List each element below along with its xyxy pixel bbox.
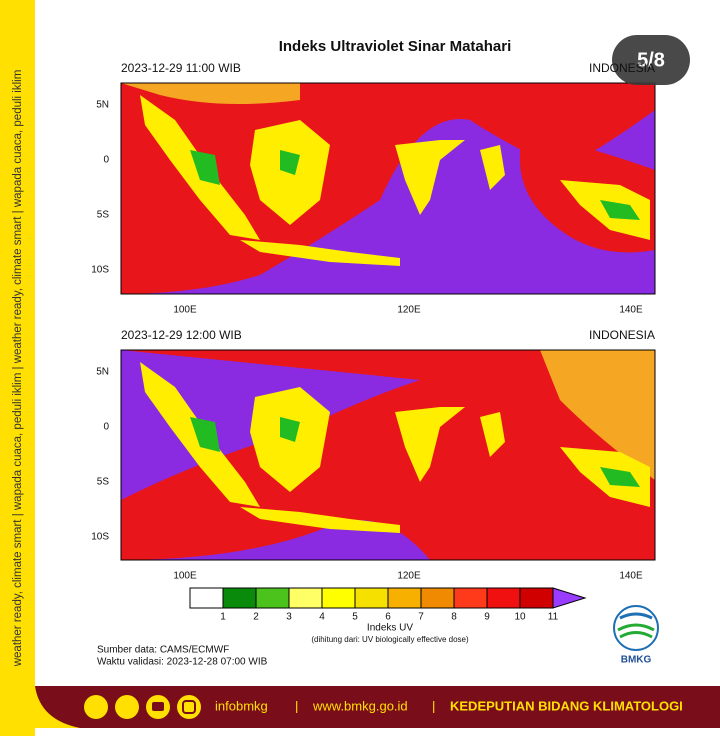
colorbar-label: 6 [385, 612, 391, 623]
panel-time: 2023-12-29 12:00 WIB [121, 328, 242, 342]
colorbar-label: 2 [253, 612, 259, 623]
map-panel [120, 82, 656, 295]
colorbar-label: 11 [548, 612, 559, 623]
colorbar-label: 5 [352, 612, 358, 623]
social-icons [84, 695, 201, 719]
badge-text: 5/8 [637, 49, 665, 71]
validity: Waktu validasi: 2023-12-28 07:00 WIB [97, 657, 268, 668]
colorbar-label: 4 [319, 612, 325, 623]
lat-label: 5S [97, 477, 110, 488]
side-text: weather ready, climate smart | wapada cu… [12, 70, 24, 668]
footer-handle: infobmkg [215, 698, 268, 713]
lat-label: 10S [91, 532, 109, 543]
colorbar-label: 3 [286, 612, 292, 623]
lat-label: 5N [96, 100, 109, 111]
lat-label: 10S [91, 265, 109, 276]
lat-label: 5N [96, 367, 109, 378]
footer-org: KEDEPUTIAN BIDANG KLIMATOLOGI [450, 698, 683, 713]
colorbar-label: 7 [418, 612, 424, 623]
panel-time: 2023-12-29 11:00 WIB [121, 61, 241, 75]
footer-separator: | [295, 698, 298, 713]
map-panel [120, 349, 656, 561]
lon-label: 140E [619, 571, 643, 582]
colorbar-label: 10 [514, 612, 526, 623]
colorbar-label: 1 [220, 612, 226, 623]
source: Sumber data: CAMS/ECMWF [97, 645, 229, 656]
colorbar-note: (dihitung dari: UV biologically effectiv… [311, 635, 469, 644]
logo-text: BMKG [621, 655, 652, 666]
panel-region: INDONESIA [589, 61, 655, 75]
lat-label: 0 [103, 422, 109, 433]
lon-label: 120E [397, 305, 421, 316]
colorbar-title: Indeks UV [367, 623, 413, 634]
lon-label: 120E [397, 571, 421, 582]
title: Indeks Ultraviolet Sinar Matahari [279, 38, 512, 55]
footer-separator: | [432, 698, 435, 713]
lat-label: 5S [97, 210, 110, 221]
colorbar [189, 587, 587, 609]
colorbar-label: 9 [484, 612, 490, 623]
lon-label: 140E [619, 305, 643, 316]
lon-label: 100E [173, 571, 197, 582]
footer-website: www.bmkg.go.id [312, 698, 408, 713]
lon-label: 100E [173, 305, 197, 316]
colorbar-label: 8 [451, 612, 457, 623]
badge [612, 35, 690, 85]
lat-label: 0 [103, 155, 109, 166]
side-strip [0, 0, 35, 736]
panel-region: INDONESIA [589, 328, 655, 342]
